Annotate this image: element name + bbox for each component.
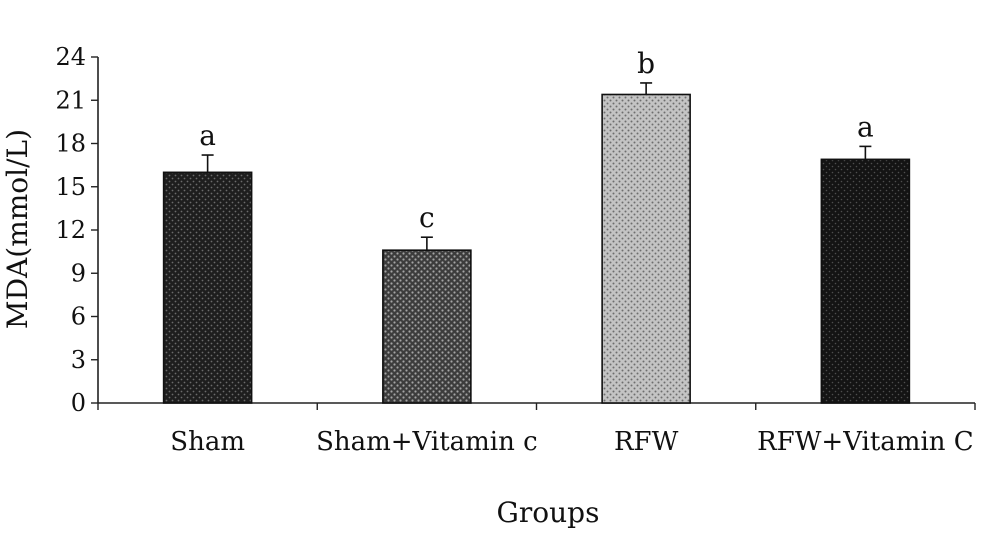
y-tick-label: 21 — [55, 86, 86, 114]
x-axis-title: Groups — [497, 496, 600, 529]
bar-1 — [382, 249, 472, 404]
significance-letter-3: a — [857, 110, 874, 143]
bar-3 — [820, 158, 911, 404]
y-tick-label: 18 — [55, 130, 86, 158]
bar-0 — [162, 171, 253, 404]
x-tick-label-0: Sham — [170, 427, 245, 457]
bar-2 — [601, 93, 691, 404]
y-tick-label: 3 — [71, 346, 86, 374]
y-tick-label: 6 — [71, 303, 86, 331]
y-tick-label: 24 — [55, 43, 86, 71]
y-tick-label: 12 — [55, 216, 86, 244]
y-tick-label: 9 — [71, 259, 86, 287]
x-tick-label-2: RFW — [614, 427, 679, 457]
significance-letter-1: c — [419, 201, 435, 234]
x-tick-label-3: RFW+Vitamin C — [757, 427, 974, 457]
y-tick-label: 0 — [71, 389, 86, 417]
significance-letter-0: a — [199, 119, 216, 152]
y-axis-title: MDA(mmol/L) — [1, 129, 34, 329]
significance-letter-2: b — [637, 47, 655, 80]
x-tick-label-1: Sham+Vitamin c — [316, 427, 538, 457]
y-tick-label: 15 — [55, 173, 86, 201]
